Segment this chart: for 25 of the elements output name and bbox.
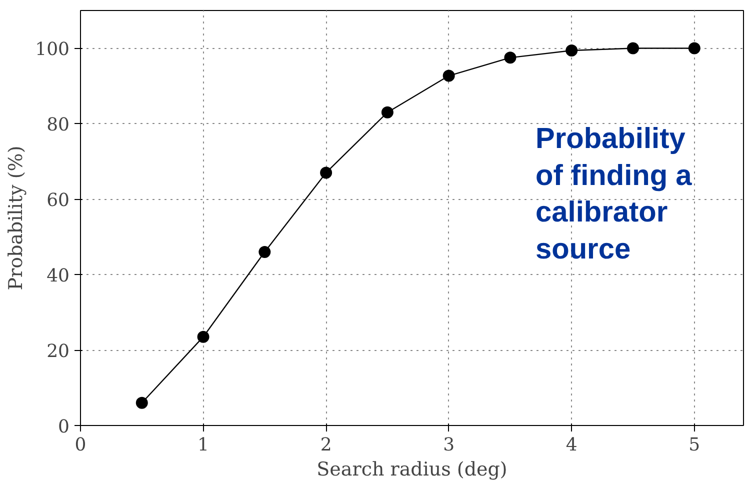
point [504,52,516,64]
x-tick-label: 2 [320,434,332,456]
point [442,70,455,82]
x-axis-title: Search radius (deg) [316,458,508,480]
point [381,106,394,118]
point [688,42,700,54]
point [566,44,578,56]
y-tick-label: 60 [46,190,70,212]
x-tick-label: 5 [688,434,700,456]
annotation: Probability of finding a calibrator source [536,123,693,266]
x-tick-label: 0 [74,434,86,456]
point [627,42,639,54]
x-tick-label: 4 [566,434,578,456]
y-tick-label: 80 [46,114,70,136]
y-tick-label: 40 [46,266,70,287]
point [197,330,210,343]
y-tick-label: 100 [35,39,70,60]
y-tick-label: 0 [58,416,70,438]
point [320,166,332,179]
x-tick-label: 3 [443,434,455,456]
point [136,396,148,409]
y-tick-label: 20 [46,341,70,362]
point [258,246,271,258]
y-axis-title: Probability (%) [5,146,28,290]
x-tick-label: 1 [198,434,210,456]
